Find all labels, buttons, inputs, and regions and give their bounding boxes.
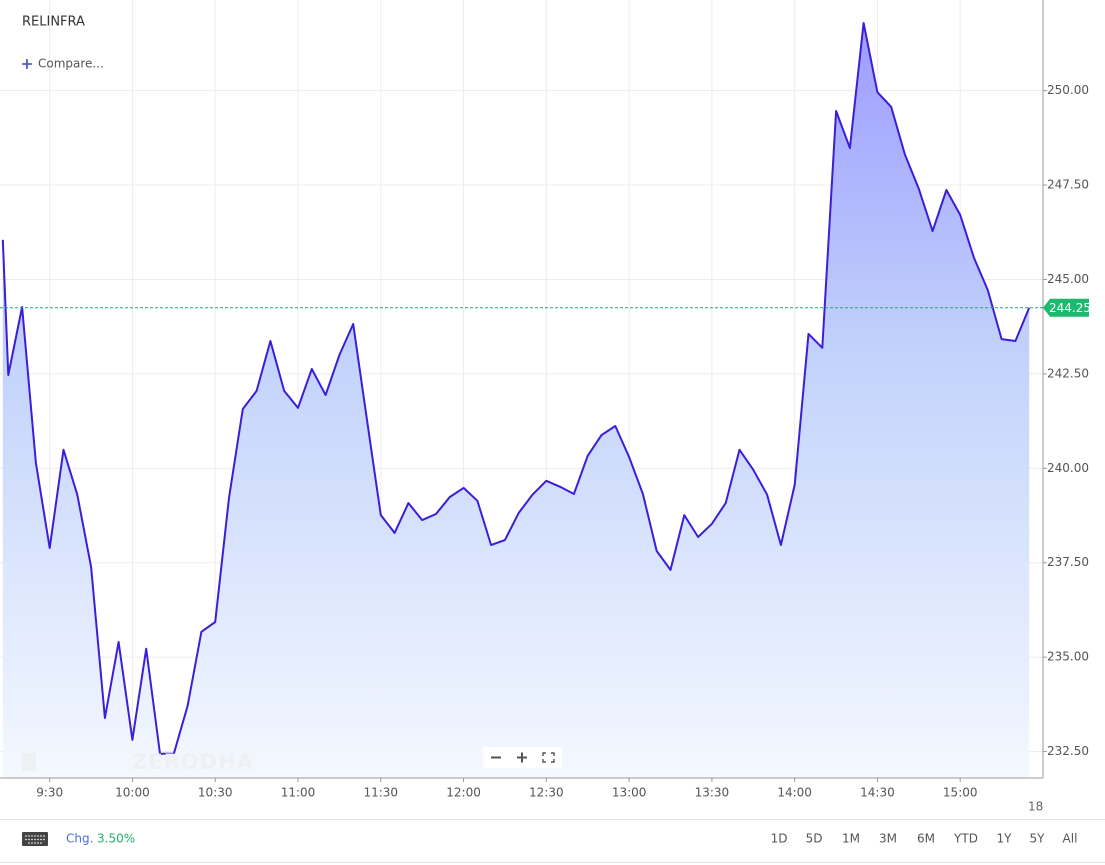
y-tick-label: 247.50 <box>1047 178 1089 192</box>
y-tick-label: 250.00 <box>1047 83 1089 97</box>
range-button[interactable]: YTD <box>953 832 978 846</box>
x-tick-label: 14:30 <box>860 786 895 800</box>
y-tick-label: 240.00 <box>1047 461 1089 475</box>
y-tick-label: 242.50 <box>1047 366 1089 380</box>
change-value: 3.50% <box>97 832 135 846</box>
x-tick-label: 12:30 <box>529 786 564 800</box>
x-tick-label: 13:30 <box>695 786 730 800</box>
plot <box>1 22 1031 778</box>
range-button[interactable]: 1D <box>771 832 788 846</box>
zoom-in[interactable] <box>517 752 527 763</box>
x-tick-label: 11:00 <box>281 786 316 800</box>
next-day-label: 18 <box>1028 800 1043 814</box>
price-line <box>1 22 1031 755</box>
keyboard-icon[interactable] <box>22 832 48 846</box>
x-tick-label: 12:00 <box>446 786 481 800</box>
x-tick-label: 14:00 <box>777 786 812 800</box>
range-button[interactable]: 3M <box>879 832 897 846</box>
y-tick-label: 232.50 <box>1047 744 1089 758</box>
range-button[interactable]: All <box>1063 832 1078 846</box>
compare-button[interactable]: Compare... <box>22 57 104 71</box>
y-tick-label: 235.00 <box>1047 650 1089 664</box>
x-tick-label: 11:30 <box>363 786 398 800</box>
change-label: Chg. <box>66 832 93 846</box>
x-tick-label: 15:00 <box>943 786 978 800</box>
y-tick-label: 245.00 <box>1047 272 1089 286</box>
compare-label[interactable]: Compare... <box>38 57 104 71</box>
range-button[interactable]: 5Y <box>1030 832 1046 846</box>
last-price-tag <box>1043 298 1089 317</box>
fullscreen[interactable] <box>542 752 555 763</box>
x-tick-label: 9:30 <box>36 786 63 800</box>
area-fill <box>2 23 1030 778</box>
x-tick-label: 10:30 <box>198 786 233 800</box>
last-price-label: 244.25 <box>1049 301 1091 315</box>
range-button[interactable]: 5D <box>806 832 823 846</box>
chart-title: RELINFRA <box>22 15 85 30</box>
range-button[interactable]: 1Y <box>997 832 1013 846</box>
x-tick-label: 13:00 <box>612 786 647 800</box>
range-button[interactable]: 1M <box>842 832 860 846</box>
plus-icon <box>22 59 32 69</box>
x-tick-label: 10:00 <box>115 786 150 800</box>
watermark-logo <box>22 753 36 771</box>
range-button[interactable]: 6M <box>917 832 935 846</box>
zoom-controls <box>483 747 562 768</box>
y-tick-label: 237.50 <box>1047 555 1089 569</box>
watermark: ZERODHA <box>132 750 254 774</box>
